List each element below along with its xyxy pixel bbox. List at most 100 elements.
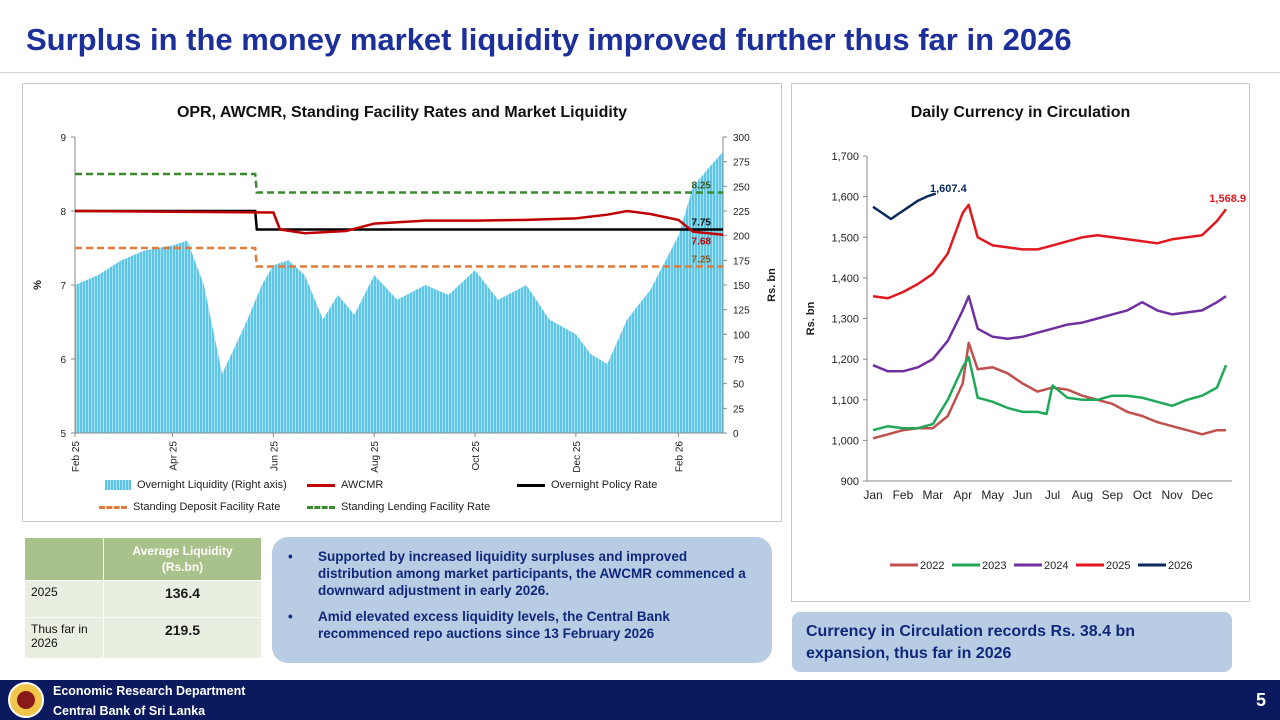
x-tick-label: Jun 25 — [269, 441, 280, 471]
y-tick-label: 1,200 — [831, 354, 859, 366]
legend-label-2023: 2023 — [982, 560, 1006, 572]
footer-department: Economic Research Department — [53, 684, 246, 698]
y-tick-label-left: 8 — [60, 207, 66, 218]
x-tick-label: Oct 25 — [471, 441, 482, 471]
series-line-overnight-policy-rate — [75, 209, 723, 231]
table-row: 2025 136.4 — [24, 580, 262, 618]
central-bank-seal-icon — [8, 682, 44, 718]
table-header: Average Liquidity (Rs.bn) — [103, 537, 262, 581]
key-points-box: • Supported by increased liquidity surplu… — [272, 537, 772, 663]
y-tick-label-left: 5 — [60, 429, 66, 440]
bullet-icon: • — [288, 549, 293, 564]
y-tick-label-right: 75 — [733, 355, 745, 366]
table-corner-cell — [24, 537, 104, 581]
x-tick-label: Jun — [1013, 488, 1032, 502]
series-line-2026 — [872, 192, 937, 221]
data-label-2026: 1,607.4 — [930, 183, 968, 195]
y-tick-label: 1,700 — [831, 151, 859, 163]
x-tick-label: Apr 25 — [169, 441, 180, 471]
y-tick-label-right: 250 — [733, 182, 750, 193]
data-label: 8.25 — [692, 181, 712, 192]
data-label: 7.75 — [692, 218, 712, 229]
table-row: Thus far in 2026 219.5 — [24, 617, 262, 659]
x-tick-label: Feb — [893, 488, 914, 502]
y-tick-label-right: 275 — [733, 158, 750, 169]
y-tick-label: 1,000 — [831, 435, 859, 447]
y-tick-label-right: 300 — [733, 133, 750, 144]
currency-summary-text: Currency in Circulation records Rs. 38.4… — [806, 623, 1135, 662]
y-tick-label-left: 7 — [60, 281, 66, 292]
legend-label-2026: 2026 — [1168, 560, 1192, 572]
y-tick-label-right: 200 — [733, 232, 750, 243]
x-tick-label: May — [981, 488, 1004, 502]
y-axis-label-left: % — [32, 280, 44, 290]
series-line-2022 — [872, 341, 1226, 440]
liquidity-chart: 5 6 7 8 9 0 25 50 75 100 125 150 175 200 225 250 275 300 F… — [32, 133, 778, 473]
footer-bar: Economic Research Department Central Ban… — [0, 680, 1280, 720]
x-tick-label: Aug — [1072, 488, 1093, 502]
title-divider — [0, 72, 1280, 73]
table-row-value: 136.4 — [103, 580, 262, 618]
y-tick-label-left: 6 — [60, 355, 66, 366]
y-axis-label: Rs. bn — [805, 301, 817, 335]
y-tick-label-right: 150 — [733, 281, 750, 292]
series-line-awcmr — [74, 209, 724, 236]
currency-chart-title: Daily Currency in Circulation — [910, 104, 1131, 121]
list-item: • Amid elevated excess liquidity levels, … — [288, 608, 754, 642]
y-tick-label-right: 25 — [733, 404, 745, 415]
y-tick-label: 1,100 — [831, 395, 859, 407]
x-tick-label: Nov — [1161, 488, 1182, 502]
legend-label-2024: 2024 — [1044, 560, 1068, 572]
currency-chart: 900 1,000 1,100 1,200 1,300 1,400 1,500 1,600 1,… — [805, 151, 1246, 572]
y-axis-label-right: Rs. bn — [766, 268, 778, 302]
x-tick-label: Mar — [922, 488, 943, 502]
footer-organization: Central Bank of Sri Lanka — [53, 704, 206, 718]
data-label: 7.25 — [692, 255, 712, 266]
y-tick-label-right: 100 — [733, 330, 750, 341]
bullet-text: Amid elevated excess liquidity levels, t… — [318, 609, 670, 641]
y-tick-label: 1,500 — [831, 232, 859, 244]
y-tick-label-right: 225 — [733, 207, 750, 218]
data-label-2025: 1,568.9 — [1209, 193, 1246, 205]
page-title: Surplus in the money market liquidity im… — [26, 22, 1072, 57]
table-row-value: 219.5 — [103, 617, 262, 659]
x-tick-label: Jan — [863, 488, 882, 502]
y-tick-label-right: 50 — [733, 380, 745, 391]
y-tick-label: 900 — [841, 476, 859, 488]
x-tick-label: Aug 25 — [370, 441, 381, 473]
x-tick-label: Feb 25 — [71, 441, 82, 473]
list-item: • Supported by increased liquidity surplu… — [288, 548, 754, 599]
x-tick-label: Feb 26 — [674, 441, 685, 473]
legend-label-2022: 2022 — [920, 560, 944, 572]
legend-label-2025: 2025 — [1106, 560, 1130, 572]
x-tick-label: Dec 25 — [572, 441, 583, 473]
y-tick-label: 1,400 — [831, 273, 859, 285]
y-tick-label: 1,300 — [831, 314, 859, 326]
x-tick-label: Dec — [1191, 488, 1212, 502]
currency-chart-panel: Daily Currency in Circulation 900 1,000 1,… — [791, 83, 1250, 602]
liquidity-chart-panel: OPR, AWCMR, Standing Facility Rates and … — [22, 83, 782, 522]
bullet-icon: • — [288, 609, 293, 624]
series-line-standing-lending-facility-rate — [75, 172, 723, 194]
series-area-overnight-liquidity — [75, 151, 723, 434]
x-tick-label: Sep — [1102, 488, 1124, 502]
y-tick-label-left: 9 — [60, 133, 66, 144]
x-tick-label: Oct — [1133, 488, 1152, 502]
liquidity-chart-title: OPR, AWCMR, Standing Facility Rates and … — [176, 104, 628, 121]
data-label: 7.68 — [692, 237, 712, 248]
table-row-label: Thus far in 2026 — [24, 617, 104, 659]
y-tick-label-right: 175 — [733, 256, 750, 267]
x-tick-label: Apr — [953, 488, 972, 502]
y-tick-label-right: 0 — [733, 429, 739, 440]
series-line-2024 — [872, 294, 1227, 373]
series-line-2025 — [872, 203, 1227, 300]
bullet-text: Supported by increased liquidity surplus… — [318, 549, 746, 598]
page-number: 5 — [1255, 690, 1266, 710]
x-tick-label: Jul — [1045, 488, 1060, 502]
series-line-standing-deposit-facility-rate — [75, 246, 723, 268]
table-row-label: 2025 — [24, 580, 104, 618]
y-tick-label: 1,600 — [831, 192, 859, 204]
currency-summary-box: Currency in Circulation records Rs. 38.4… — [792, 612, 1232, 672]
series-line-2023 — [872, 355, 1228, 432]
y-tick-label-right: 125 — [733, 306, 750, 317]
